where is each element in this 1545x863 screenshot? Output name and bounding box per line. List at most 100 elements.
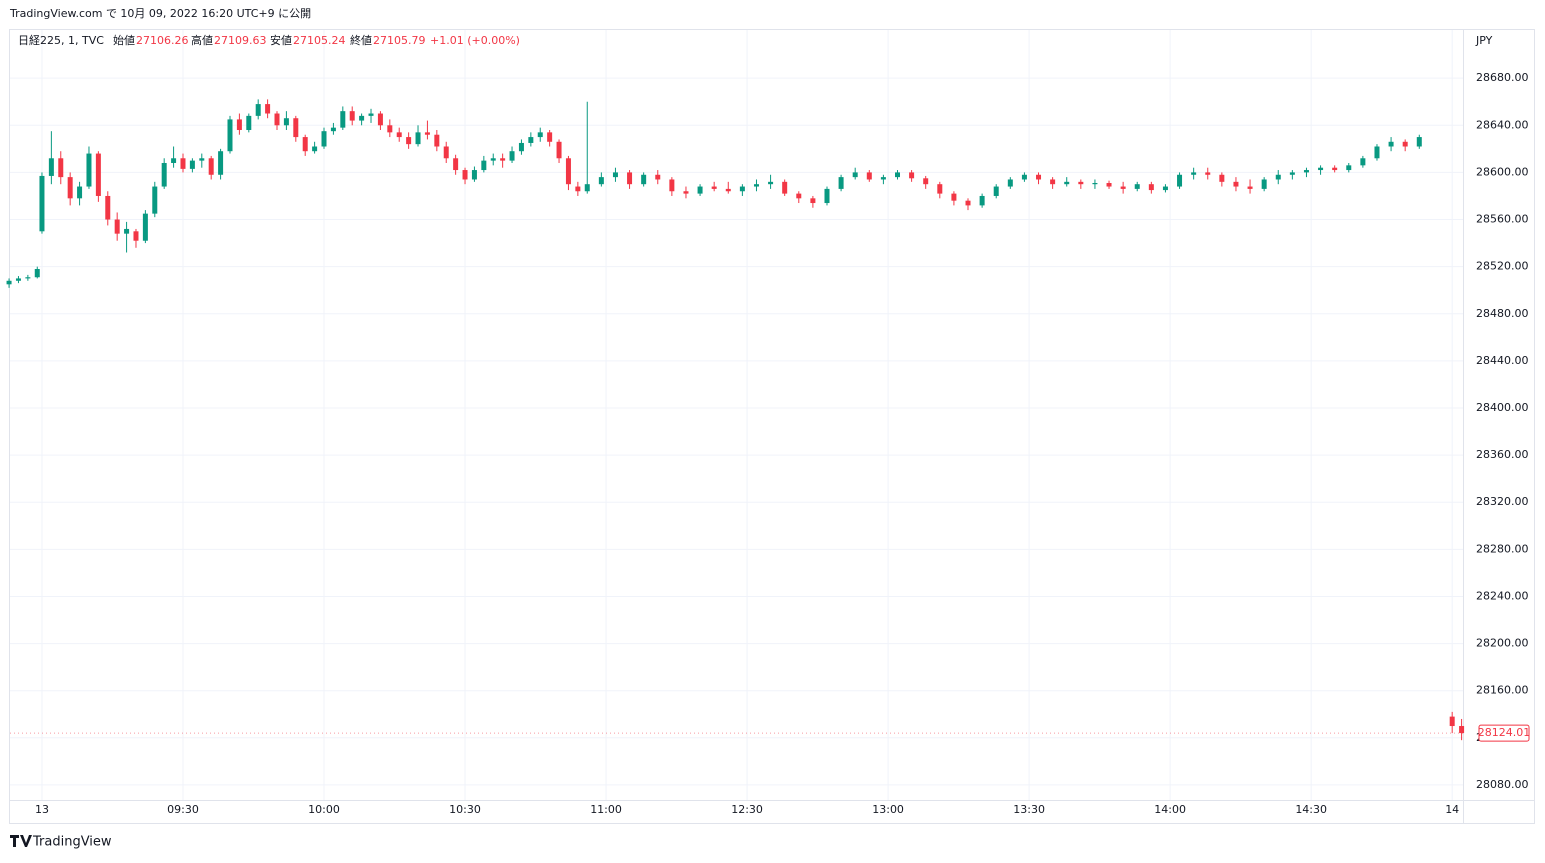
candle-body bbox=[443, 146, 449, 159]
price-tag bbox=[1478, 724, 1530, 742]
candle-body bbox=[293, 118, 299, 138]
candle-body bbox=[1346, 165, 1352, 171]
candle-body bbox=[171, 158, 177, 163]
legend-label: 始値 bbox=[113, 33, 135, 47]
candle-body bbox=[810, 198, 816, 204]
x-tick-label: 14:00 bbox=[1154, 803, 1186, 816]
candle-body bbox=[1360, 158, 1366, 166]
candle-body bbox=[612, 172, 618, 178]
candle-body bbox=[48, 158, 54, 176]
candle-body bbox=[697, 186, 703, 194]
candle-body bbox=[895, 172, 901, 178]
y-tick-label: 28360.00 bbox=[1476, 448, 1529, 461]
legend-label: 高値 bbox=[191, 33, 213, 47]
candle-body bbox=[1416, 137, 1422, 147]
candle-body bbox=[189, 160, 195, 169]
legend-symbol: 日経225, 1, TVC bbox=[18, 34, 104, 47]
candle-body bbox=[377, 113, 383, 126]
candle-body bbox=[1289, 172, 1295, 175]
candle-body bbox=[95, 153, 101, 196]
candle-body bbox=[1205, 172, 1211, 175]
x-tick-label: 13 bbox=[35, 803, 49, 816]
y-tick-label: 28680.00 bbox=[1476, 71, 1529, 84]
candle-body bbox=[547, 132, 553, 142]
candle-body bbox=[330, 127, 336, 132]
candle-body bbox=[1191, 172, 1197, 175]
candle-body bbox=[321, 131, 327, 147]
y-tick-label: 28160.00 bbox=[1476, 684, 1529, 697]
candle-body bbox=[1007, 179, 1013, 187]
candle-body bbox=[1219, 174, 1225, 182]
candle-body bbox=[349, 111, 355, 121]
candle-body bbox=[340, 111, 346, 128]
candle-body bbox=[909, 172, 915, 179]
candle-body bbox=[1247, 186, 1253, 189]
candle-body bbox=[880, 177, 886, 180]
candle-body bbox=[711, 186, 717, 189]
candle-body bbox=[753, 184, 759, 187]
logo-text: TradingView bbox=[32, 835, 112, 850]
candle-body bbox=[937, 184, 943, 194]
candle-body bbox=[265, 104, 271, 114]
candle-body bbox=[965, 200, 971, 206]
x-tick-label: 13:00 bbox=[872, 803, 904, 816]
candle-body bbox=[1092, 183, 1098, 185]
candle-body bbox=[641, 174, 647, 185]
candle-body bbox=[368, 113, 374, 116]
candle-body bbox=[387, 125, 393, 133]
candle-body bbox=[796, 193, 802, 199]
candle-body bbox=[1261, 179, 1267, 189]
candle-body bbox=[180, 158, 186, 169]
y-tick-label: 28480.00 bbox=[1476, 307, 1529, 320]
candle-body bbox=[1275, 174, 1281, 180]
candle-body bbox=[509, 151, 515, 161]
x-tick-label: 12:30 bbox=[731, 803, 763, 816]
chart-frame bbox=[9, 29, 1535, 824]
candle-body bbox=[359, 115, 365, 121]
candle-body bbox=[161, 162, 167, 187]
candle-body bbox=[725, 188, 731, 192]
candle-body bbox=[866, 172, 872, 180]
candle-body bbox=[598, 177, 604, 185]
candle-body bbox=[227, 119, 233, 152]
candle-body bbox=[58, 158, 64, 178]
y-tick-label: 28080.00 bbox=[1476, 778, 1529, 791]
candle-body bbox=[565, 158, 571, 185]
candle-body bbox=[1332, 167, 1338, 171]
candle-body bbox=[1318, 167, 1324, 171]
legend: 日経225, 1, TVC 始値 27106.26 高値 27109.63 安値… bbox=[18, 33, 520, 47]
candle-body bbox=[1078, 181, 1084, 185]
x-tick-label: 14:30 bbox=[1295, 803, 1327, 816]
y-tick-label: 28320.00 bbox=[1476, 495, 1529, 508]
x-tick-label: 14 bbox=[1445, 803, 1459, 816]
candle-body bbox=[434, 134, 440, 147]
candle-body bbox=[537, 132, 543, 138]
candle-body bbox=[1148, 184, 1154, 191]
candle-body bbox=[1303, 170, 1309, 173]
candle-body bbox=[396, 132, 402, 138]
candle-body bbox=[556, 141, 562, 159]
candle-body bbox=[838, 177, 844, 189]
candle-body bbox=[1050, 179, 1056, 185]
candle-body bbox=[283, 118, 289, 126]
candle-body bbox=[500, 158, 506, 161]
candle-body bbox=[25, 277, 31, 279]
candle-body bbox=[951, 193, 957, 201]
candle-body bbox=[1449, 716, 1455, 727]
y-tick-label: 28640.00 bbox=[1476, 118, 1529, 131]
candle-body bbox=[669, 179, 675, 192]
candle-body bbox=[142, 213, 148, 241]
candle-body bbox=[739, 186, 745, 192]
candle-body bbox=[518, 142, 524, 152]
candle-body bbox=[1374, 146, 1380, 159]
candle-body bbox=[481, 160, 487, 171]
candle-body bbox=[923, 178, 929, 185]
candle-body bbox=[39, 175, 45, 232]
candle-body bbox=[768, 181, 774, 185]
candle-body bbox=[1388, 141, 1394, 147]
legend-label: 安値 bbox=[270, 33, 292, 47]
candle-body bbox=[1134, 184, 1140, 189]
candle-body bbox=[471, 170, 477, 180]
